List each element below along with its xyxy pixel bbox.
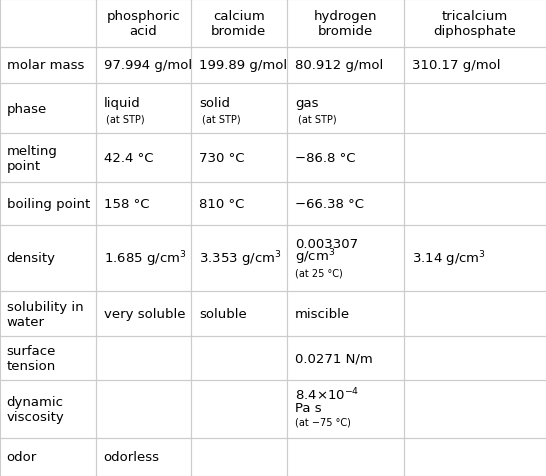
Bar <box>191 182 287 225</box>
Text: 3.14 g/cm$^{3}$: 3.14 g/cm$^{3}$ <box>412 248 486 268</box>
Text: surface
tension: surface tension <box>7 344 56 372</box>
Bar <box>287 182 404 225</box>
Bar <box>191 84 287 134</box>
Bar <box>404 438 546 476</box>
Text: (at STP): (at STP) <box>106 114 145 124</box>
Bar <box>191 291 287 337</box>
Bar <box>404 84 546 134</box>
Text: 199.89 g/mol: 199.89 g/mol <box>199 60 287 72</box>
Text: 0.0271 N/m: 0.0271 N/m <box>295 352 372 365</box>
Bar <box>96 225 191 291</box>
Text: 158 °C: 158 °C <box>104 198 149 210</box>
Bar <box>404 48 546 84</box>
Bar <box>0 291 96 337</box>
Bar <box>404 337 546 380</box>
Text: hydrogen
bromide: hydrogen bromide <box>313 10 377 38</box>
Bar <box>0 134 96 182</box>
Bar <box>287 0 404 48</box>
Bar <box>96 84 191 134</box>
Text: 0.003307: 0.003307 <box>295 238 358 250</box>
Bar <box>191 380 287 438</box>
Bar <box>404 380 546 438</box>
Text: odor: odor <box>7 450 37 464</box>
Bar <box>287 84 404 134</box>
Text: −86.8 °C: −86.8 °C <box>295 152 355 165</box>
Text: −66.38 °C: −66.38 °C <box>295 198 364 210</box>
Text: solid: solid <box>199 96 230 109</box>
Text: (at STP): (at STP) <box>202 114 241 124</box>
Bar <box>0 337 96 380</box>
Text: (at STP): (at STP) <box>298 114 336 124</box>
Bar <box>191 48 287 84</box>
Bar <box>287 48 404 84</box>
Text: 810 °C: 810 °C <box>199 198 245 210</box>
Text: liquid: liquid <box>104 96 140 109</box>
Text: (at 25 °C): (at 25 °C) <box>295 268 342 278</box>
Text: density: density <box>7 252 56 265</box>
Bar <box>404 291 546 337</box>
Text: 730 °C: 730 °C <box>199 152 245 165</box>
Bar <box>287 438 404 476</box>
Text: Pa s: Pa s <box>295 401 322 414</box>
Bar <box>96 182 191 225</box>
Bar <box>404 134 546 182</box>
Bar <box>191 0 287 48</box>
Bar <box>96 134 191 182</box>
Text: 8.4×10$^{−4}$: 8.4×10$^{−4}$ <box>295 386 359 402</box>
Bar <box>0 182 96 225</box>
Bar <box>287 291 404 337</box>
Text: melting
point: melting point <box>7 144 57 172</box>
Bar <box>191 225 287 291</box>
Text: 1.685 g/cm$^{3}$: 1.685 g/cm$^{3}$ <box>104 248 186 268</box>
Bar <box>287 380 404 438</box>
Bar <box>0 0 96 48</box>
Bar <box>0 438 96 476</box>
Text: gas: gas <box>295 96 318 109</box>
Bar <box>96 0 191 48</box>
Text: miscible: miscible <box>295 307 350 320</box>
Text: phosphoric
acid: phosphoric acid <box>106 10 180 38</box>
Text: 97.994 g/mol: 97.994 g/mol <box>104 60 192 72</box>
Text: 310.17 g/mol: 310.17 g/mol <box>412 60 501 72</box>
Bar <box>96 48 191 84</box>
Bar <box>191 438 287 476</box>
Text: 3.353 g/cm$^{3}$: 3.353 g/cm$^{3}$ <box>199 248 282 268</box>
Text: calcium
bromide: calcium bromide <box>211 10 266 38</box>
Text: very soluble: very soluble <box>104 307 185 320</box>
Bar <box>0 48 96 84</box>
Bar <box>404 0 546 48</box>
Bar <box>404 225 546 291</box>
Text: boiling point: boiling point <box>7 198 90 210</box>
Text: tricalcium
diphosphate: tricalcium diphosphate <box>434 10 517 38</box>
Text: odorless: odorless <box>104 450 160 464</box>
Bar <box>0 84 96 134</box>
Bar <box>96 291 191 337</box>
Text: g/cm$^{3}$: g/cm$^{3}$ <box>295 247 335 267</box>
Text: dynamic
viscosity: dynamic viscosity <box>7 395 64 423</box>
Text: soluble: soluble <box>199 307 247 320</box>
Bar <box>96 438 191 476</box>
Bar <box>287 225 404 291</box>
Bar <box>96 380 191 438</box>
Bar <box>287 134 404 182</box>
Text: molar mass: molar mass <box>7 60 84 72</box>
Bar <box>404 182 546 225</box>
Bar <box>0 380 96 438</box>
Text: solubility in
water: solubility in water <box>7 300 83 328</box>
Bar <box>191 134 287 182</box>
Bar <box>287 337 404 380</box>
Text: (at −75 °C): (at −75 °C) <box>295 416 351 426</box>
Bar <box>0 225 96 291</box>
Text: 42.4 °C: 42.4 °C <box>104 152 153 165</box>
Bar <box>191 337 287 380</box>
Text: phase: phase <box>7 102 47 115</box>
Bar <box>96 337 191 380</box>
Text: 80.912 g/mol: 80.912 g/mol <box>295 60 383 72</box>
